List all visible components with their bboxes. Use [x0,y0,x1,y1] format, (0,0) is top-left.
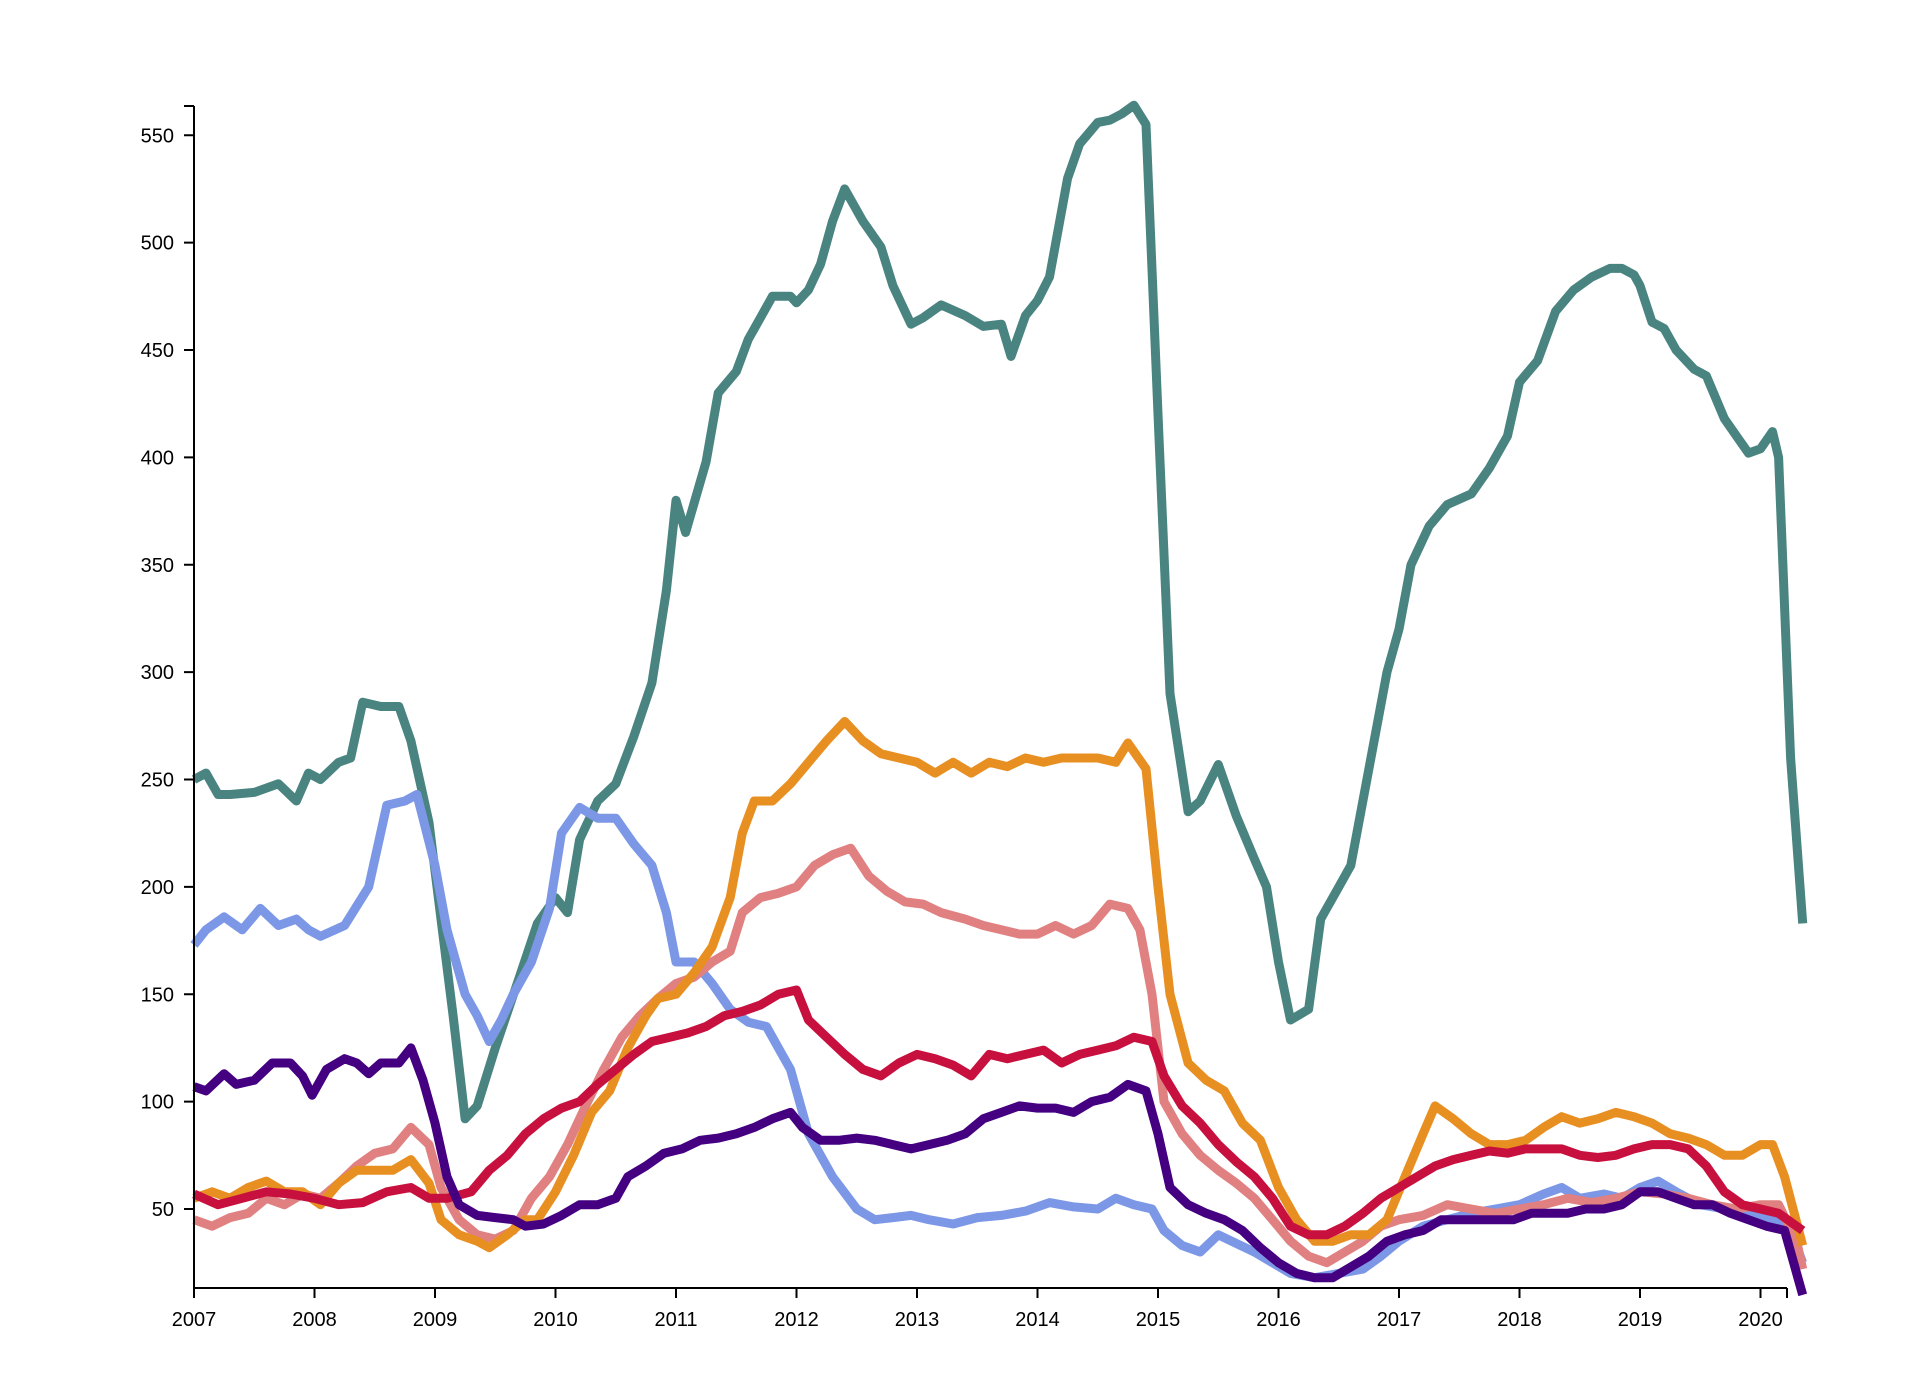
x-tick-label: 2020 [1738,1309,1783,1331]
y-tick-label: 450 [141,340,174,362]
series-line-1 [191,100,1808,1124]
y-tick-label: 100 [141,1092,174,1114]
x-tick-label: 2017 [1377,1309,1422,1331]
y-tick-label: 550 [141,125,174,147]
x-tick-label: 2012 [774,1309,819,1331]
series-layer [190,100,1808,1297]
x-tick-label: 2018 [1497,1309,1542,1331]
x-tick-label: 2008 [292,1309,337,1331]
y-tick-label: 250 [141,770,174,792]
x-tick-label: 2014 [1015,1309,1060,1331]
x-tick-label: 2011 [654,1309,697,1331]
x-tick-label: 2010 [533,1309,578,1331]
y-tick-label: 300 [141,662,174,684]
y-tick-label: 50 [152,1199,174,1221]
x-tick-label: 2016 [1256,1309,1301,1331]
series-line-5 [192,985,1806,1240]
x-tick-label: 2009 [413,1309,458,1331]
x-tick-label: 2019 [1618,1309,1663,1331]
series-line-6 [192,1043,1808,1297]
y-tick-label: 400 [141,447,174,469]
y-tick-label: 200 [141,877,174,899]
y-tick-label: 350 [141,555,174,577]
x-tick-label: 2007 [172,1309,217,1331]
y-tick-label: 500 [141,233,174,255]
x-tick-label: 2013 [895,1309,940,1331]
y-tick-label: 150 [141,984,174,1006]
y-axis-ticks: 50 100 150 200 250 300 350 400 450 500 550 [141,125,194,1221]
series-line-4 [192,717,1808,1253]
x-axis-ticks: 2007 2008 2009 2010 2011 2012 2013 2014 2015 2016… [172,1288,1783,1331]
x-tick-label: 2015 [1136,1309,1181,1331]
axes [184,105,1788,1298]
